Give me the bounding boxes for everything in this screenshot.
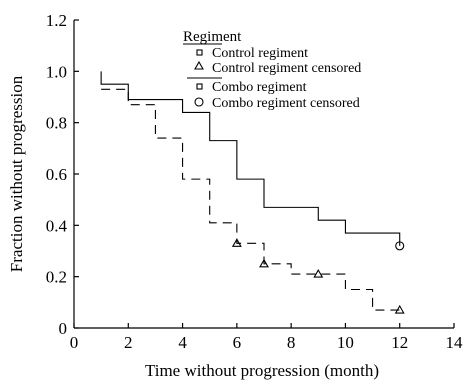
legend: Regiment Control regiment Control regime… <box>183 29 361 111</box>
x-tick-label: 4 <box>178 333 187 352</box>
legend-marker-combo-censored <box>194 97 204 107</box>
y-axis-title: Fraction without progression <box>7 75 26 272</box>
y-tick-label: 1.2 <box>46 11 67 30</box>
legend-marker-control <box>196 49 203 56</box>
y-tick-label: 0.2 <box>46 268 67 287</box>
x-tick-label: 8 <box>287 333 296 352</box>
x-tick-label: 6 <box>233 333 242 352</box>
x-tick-label: 12 <box>391 333 408 352</box>
legend-entry-control: Control regiment <box>212 46 308 61</box>
y-ticks: 0 0.2 0.4 0.6 0.8 1.0 1.2 <box>46 11 79 338</box>
legend-entry-control-censored: Control regiment censored <box>212 61 361 76</box>
censor-point-combo <box>395 241 405 251</box>
legend-entry-combo: Combo regiment <box>212 80 307 95</box>
censor-point-control <box>313 268 324 278</box>
legend-entry-combo-censored: Combo regiment censored <box>212 96 360 111</box>
x-tick-label: 10 <box>337 333 354 352</box>
censor-point-control <box>394 304 405 314</box>
x-tick-label: 2 <box>124 333 133 352</box>
x-tick-label: 0 <box>70 333 79 352</box>
x-tick-label: 14 <box>446 333 464 352</box>
censor-point-control <box>231 238 242 247</box>
x-ticks: 0 2 4 6 8 10 12 14 <box>70 323 463 352</box>
x-axis-title: Time without progression (month) <box>145 361 379 380</box>
series-line-combo <box>100 71 401 246</box>
y-tick-label: 0 <box>59 319 68 338</box>
legend-marker-control-censored <box>194 60 204 70</box>
y-tick-label: 0.8 <box>46 114 67 133</box>
y-tick-label: 0.4 <box>46 216 68 235</box>
plot-area <box>100 71 405 314</box>
legend-marker-combo <box>196 83 203 90</box>
legend-title: Regiment <box>183 29 242 45</box>
y-tick-label: 1.0 <box>46 62 67 81</box>
series-line-control <box>101 88 400 311</box>
y-tick-label: 0.6 <box>46 165 67 184</box>
censor-point-control <box>259 258 269 268</box>
